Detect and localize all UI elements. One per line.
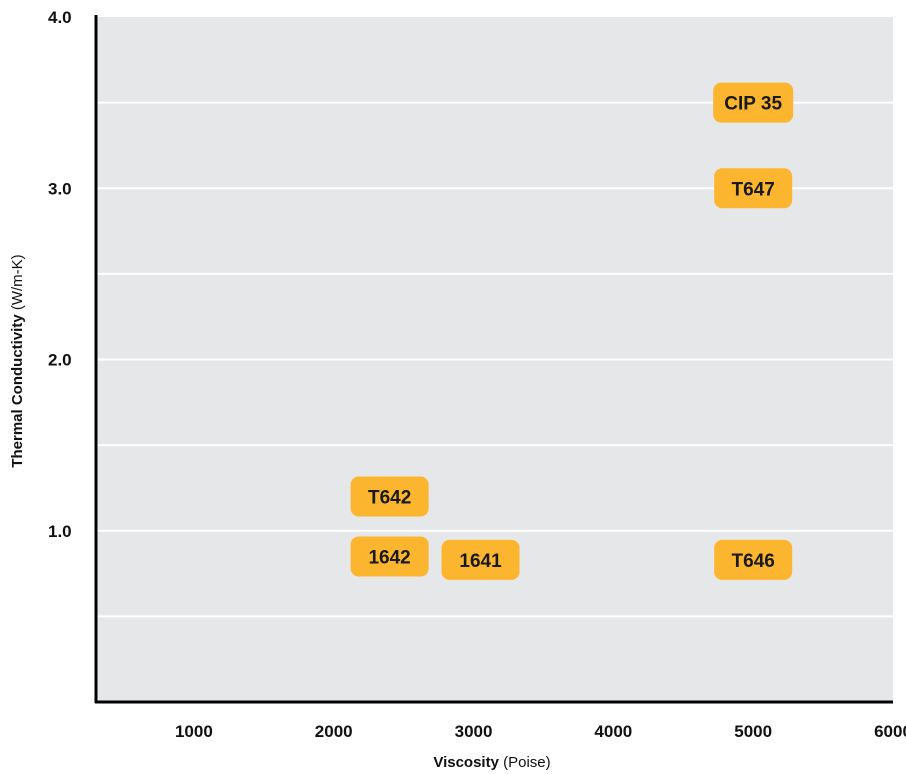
y-tick-label: 1.0 xyxy=(48,522,72,541)
data-point-box xyxy=(350,536,429,577)
data-point: CIP 35 xyxy=(713,82,794,123)
data-point-label: T647 xyxy=(732,179,775,200)
data-point-box xyxy=(713,82,794,123)
data-point-label: T646 xyxy=(732,551,775,572)
y-axis-title-unit: (W/m-K) xyxy=(9,254,26,310)
y-axis-title: Thermal Conductivity (W/m-K) xyxy=(9,254,26,467)
y-tick-label: 2.0 xyxy=(48,351,72,370)
data-point-label: 1641 xyxy=(459,551,502,572)
y-axis-title-main: Thermal Conductivity xyxy=(9,314,26,468)
data-point-box xyxy=(350,476,429,517)
data-point-box xyxy=(714,168,793,209)
data-point: 1641 xyxy=(441,539,520,580)
x-axis-title: Viscosity (Poise) xyxy=(433,754,550,771)
x-tick-label: 1000 xyxy=(175,722,213,741)
data-point-box xyxy=(441,539,520,580)
data-points: CIP 35 T647 T642 1642 1641 T646 xyxy=(350,82,794,580)
x-tick-label: 3000 xyxy=(455,722,493,741)
y-tick-label: 3.0 xyxy=(48,179,72,198)
y-axis-ticks: 1.0 2.0 3.0 4.0 xyxy=(48,8,72,541)
data-point-label: T642 xyxy=(368,488,411,509)
data-point: T642 xyxy=(350,476,429,517)
x-axis-ticks: 1000 2000 3000 4000 5000 6000 xyxy=(175,722,906,741)
data-point: T646 xyxy=(714,539,793,580)
x-axis-title-unit: (Poise) xyxy=(503,754,551,771)
data-point: 1642 xyxy=(350,536,429,577)
x-tick-label: 4000 xyxy=(594,722,632,741)
x-tick-label: 5000 xyxy=(734,722,772,741)
data-point-label: 1642 xyxy=(368,547,410,568)
data-point-label: CIP 35 xyxy=(724,94,782,115)
data-point: T647 xyxy=(714,168,793,209)
data-point-box xyxy=(714,539,793,580)
x-axis-title-main: Viscosity xyxy=(433,754,499,771)
x-tick-label: 6000 xyxy=(874,722,906,741)
x-tick-label: 2000 xyxy=(315,722,353,741)
y-tick-label: 4.0 xyxy=(48,8,72,27)
